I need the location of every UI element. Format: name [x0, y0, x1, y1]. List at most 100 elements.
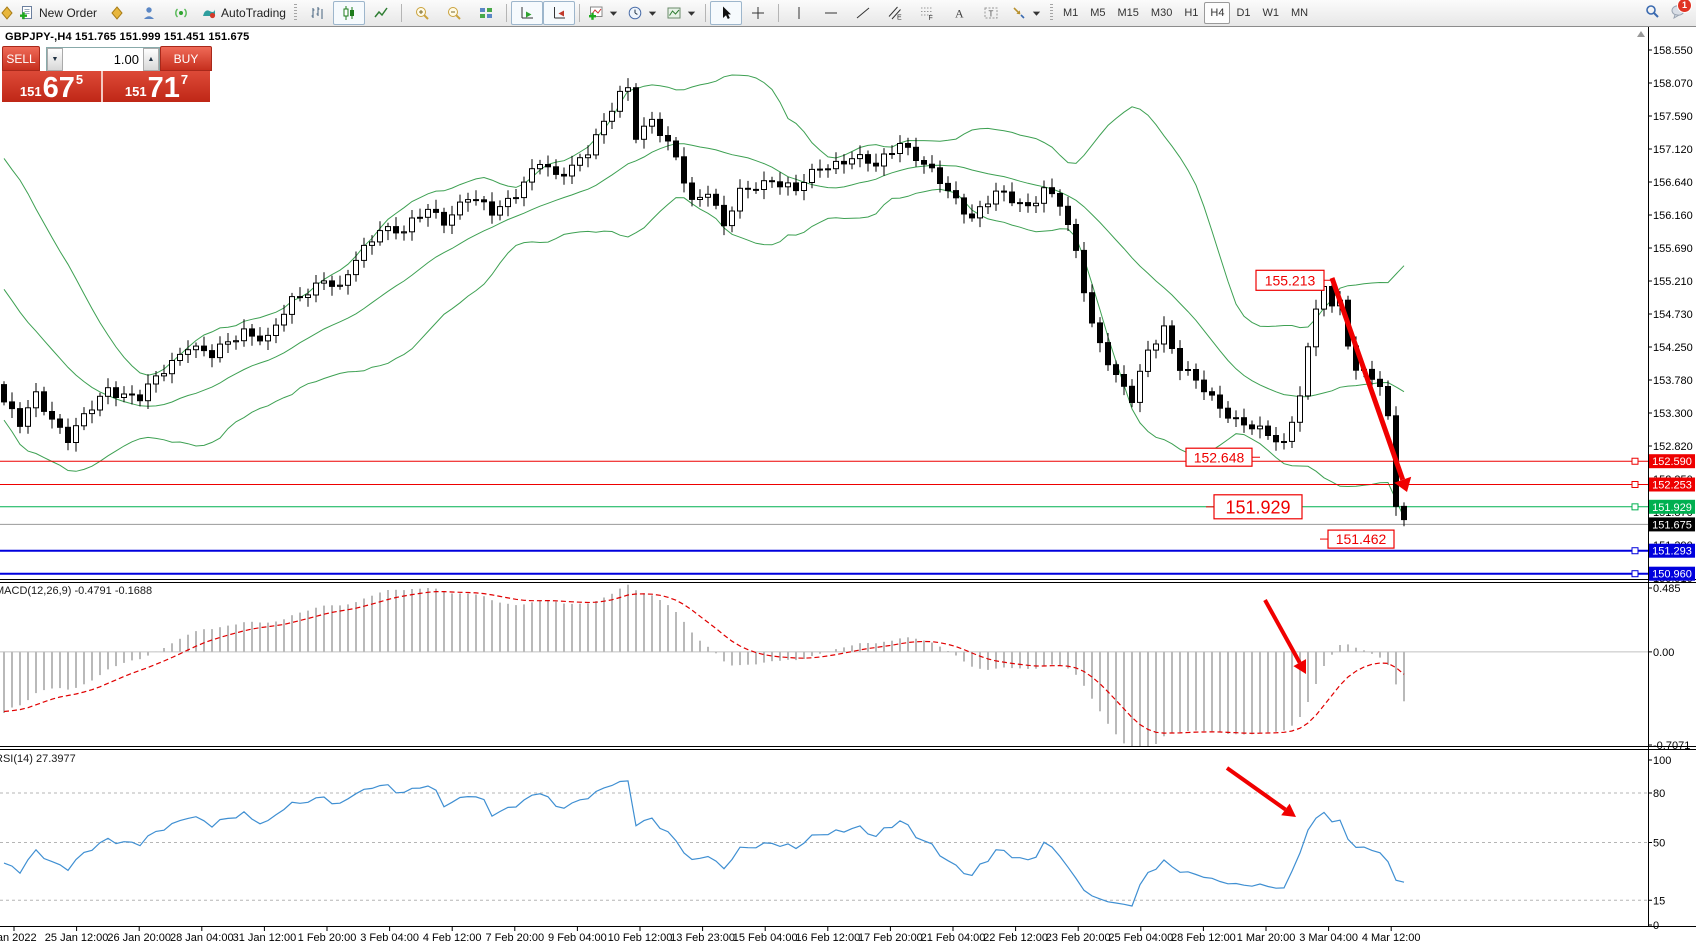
bar-chart-button[interactable] — [301, 1, 333, 25]
tile-windows-button[interactable] — [470, 1, 502, 25]
sell-price-display[interactable]: 151 67 5 — [2, 71, 103, 103]
time-tick-label: 28 Feb 12:00 — [1171, 932, 1236, 944]
toolbar-separator — [400, 4, 402, 22]
bollinger-middle-band[interactable] — [3, 143, 1405, 407]
equidistant-channel-button[interactable]: E — [879, 1, 911, 25]
gold-icon — [109, 5, 125, 21]
arrows-button[interactable] — [1007, 1, 1046, 25]
fibonacci-button[interactable]: F — [911, 1, 943, 25]
level-line-handle[interactable] — [1631, 547, 1639, 555]
notifications-button[interactable]: 1 — [1670, 0, 1692, 24]
svg-text:T: T — [988, 10, 993, 19]
horizontal-line-button[interactable] — [815, 1, 847, 25]
toolbar-grip[interactable] — [293, 4, 297, 22]
search-button[interactable] — [1644, 3, 1660, 24]
timeframe-w1-button[interactable]: W1 — [1262, 7, 1280, 19]
chevron-down-icon — [608, 8, 619, 19]
macd-panel[interactable] — [0, 584, 1648, 746]
time-tick-label: 4 Mar 12:00 — [1362, 932, 1421, 944]
periods-button[interactable] — [623, 1, 662, 25]
level-line-handle[interactable] — [1631, 503, 1639, 511]
auto-icon — [201, 5, 217, 21]
candlestick-chart-button[interactable] — [332, 1, 365, 25]
price-badge-151.929 — [1649, 499, 1695, 514]
new-order-button[interactable]: New Order — [15, 1, 101, 25]
buy-button[interactable]: BUY — [160, 46, 212, 71]
text-label-button[interactable]: T — [975, 1, 1007, 25]
hline-icon — [823, 5, 839, 21]
price-annotation-151.929[interactable]: 151.929 — [1206, 494, 1303, 520]
candles-icon — [341, 5, 357, 21]
price-annotation-155.213[interactable]: 155.213 — [1255, 269, 1332, 291]
line-chart-button[interactable] — [365, 1, 397, 25]
template-icon — [666, 5, 682, 21]
time-tick-label: 9 Feb 04:00 — [548, 932, 607, 944]
text-button[interactable]: A — [943, 1, 975, 25]
time-tick-label: 17 Feb 20:00 — [858, 932, 923, 944]
main-price-panel[interactable]: 155.213 152.648 151.929 151.462 — [0, 31, 1648, 578]
volume-increase-button[interactable]: ▲ — [143, 48, 159, 71]
time-tick-label: 21 Feb 04:00 — [921, 932, 986, 944]
signals-button[interactable] — [165, 1, 197, 25]
volume-decrease-button[interactable]: ▼ — [47, 48, 63, 71]
rsi-panel[interactable] — [0, 780, 1648, 907]
timeframe-m30-button[interactable]: M30 — [1150, 7, 1173, 19]
price-badge-151.675 — [1649, 517, 1695, 532]
toolbar-grip[interactable] — [1049, 4, 1053, 22]
time-tick-label: 28 Jan 04:00 — [170, 932, 234, 944]
price-tick-label: 155.210 — [1653, 276, 1693, 288]
time-tick-label: 16 Feb 12:00 — [795, 932, 860, 944]
macd-signal-line — [3, 590, 1405, 734]
rsi-scale-label: 15 — [1653, 895, 1665, 907]
search-icon — [1644, 4, 1660, 23]
time-tick-label: Jan 2022 — [0, 932, 37, 944]
autotrading-button[interactable]: AutoTrading — [197, 1, 290, 25]
chart-shift-button[interactable] — [542, 1, 575, 25]
new-chart-button-partial[interactable] — [0, 1, 15, 25]
history-center-button[interactable] — [101, 1, 133, 25]
chart-shift-marker[interactable] — [1637, 31, 1645, 37]
metaeditor-button[interactable] — [133, 1, 165, 25]
timeframe-h1-button[interactable]: H1 — [1184, 7, 1199, 19]
price-badge-150.960 — [1649, 566, 1695, 581]
zoom-out-button[interactable] — [438, 1, 470, 25]
symbol-info: GBPJPY-,H4 151.765 151.999 151.451 151.6… — [5, 31, 250, 43]
trend-arrow-3[interactable] — [1225, 766, 1296, 817]
bollinger-upper-band[interactable] — [3, 74, 1405, 376]
timeframe-d1-button[interactable]: D1 — [1236, 7, 1251, 19]
time-axis[interactable] — [0, 928, 1648, 947]
time-tick-label: 25 Feb 04:00 — [1108, 932, 1173, 944]
price-badge-label: 151.675 — [1652, 519, 1692, 531]
auto-scroll-button[interactable] — [510, 1, 543, 25]
timeframe-m15-button[interactable]: M15 — [1117, 7, 1139, 19]
price-tick-label: 156.160 — [1653, 210, 1693, 222]
templates-button[interactable] — [662, 1, 701, 25]
level-line-handle[interactable] — [1631, 457, 1639, 465]
price-annotation-151.462[interactable]: 151.462 — [1320, 529, 1395, 549]
timeframe-m1-button[interactable]: M1 — [1062, 7, 1079, 19]
trend-arrow-1[interactable] — [1329, 277, 1412, 492]
price-tick-label: 158.550 — [1653, 45, 1693, 57]
timeframe-mn-button[interactable]: MN — [1291, 7, 1309, 19]
indicators-button[interactable] — [584, 1, 623, 25]
buy-price-display[interactable]: 151 71 7 — [103, 71, 210, 103]
zoom-in-button[interactable] — [406, 1, 438, 25]
trendline-button[interactable] — [847, 1, 879, 25]
volume-input[interactable] — [63, 48, 143, 71]
crosshair-button[interactable] — [742, 1, 774, 25]
timeframe-h4-button[interactable]: H4 — [1204, 2, 1231, 24]
cursor-button[interactable] — [709, 1, 742, 25]
rsi-indicator-label: RSI(14) 27.3977 — [0, 753, 76, 765]
timeframe-m5-button[interactable]: M5 — [1090, 7, 1106, 19]
price-annotation-152.648[interactable]: 152.648 — [1185, 447, 1260, 467]
trend-arrow-2[interactable] — [1263, 599, 1306, 674]
level-line-handle[interactable] — [1631, 480, 1639, 488]
macd-indicator-label: MACD(12,26,9) -0.4791 -0.1688 — [0, 585, 153, 597]
vertical-line-button[interactable] — [783, 1, 815, 25]
bollinger-lower-band[interactable] — [3, 188, 1405, 518]
time-tick-label: 31 Jan 12:00 — [233, 932, 297, 944]
price-scale[interactable] — [1649, 27, 1696, 927]
sell-button[interactable]: SELL — [2, 46, 40, 71]
level-line-handle[interactable] — [1631, 570, 1639, 578]
